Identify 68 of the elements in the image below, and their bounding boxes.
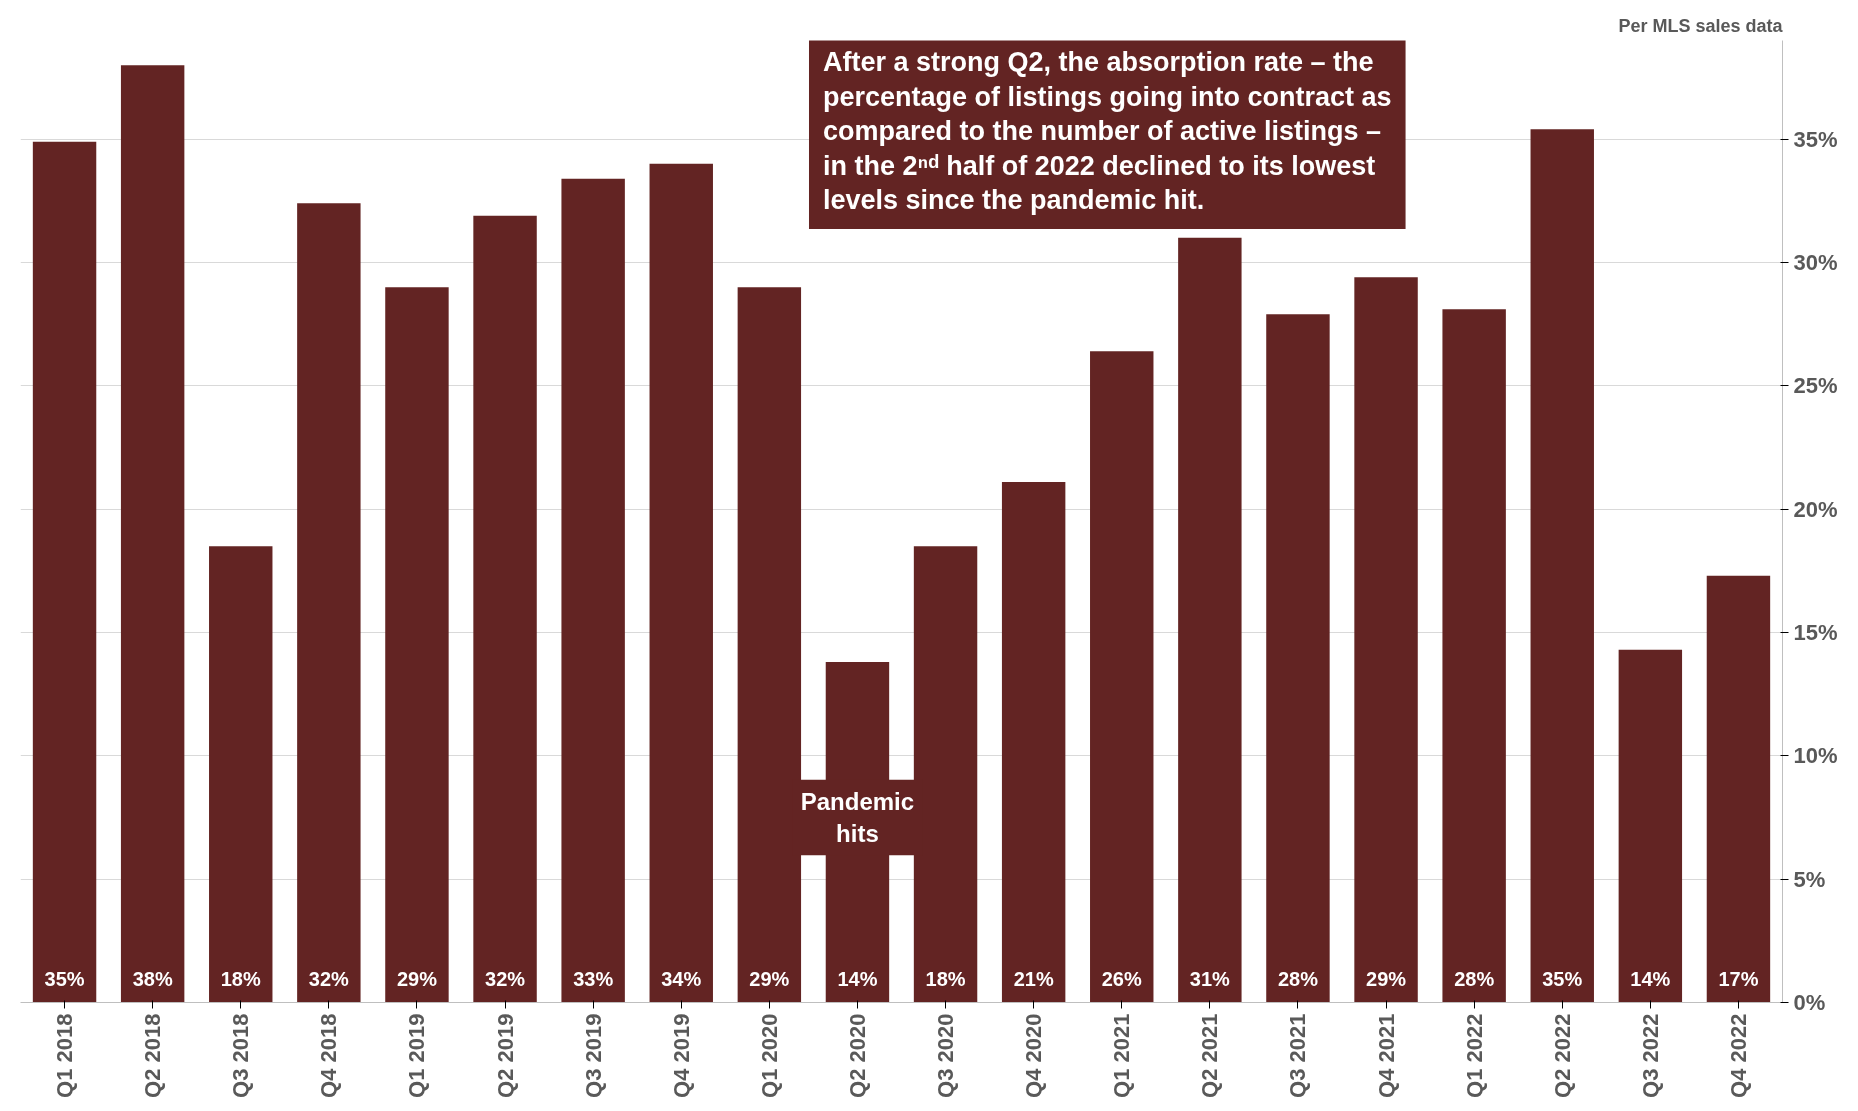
bar bbox=[1530, 129, 1594, 1003]
data-label: 21% bbox=[1013, 968, 1054, 991]
bar bbox=[120, 65, 185, 1003]
data-label: 34% bbox=[661, 968, 702, 991]
bar bbox=[1178, 237, 1242, 1003]
x-tick-label: Q4 2020 bbox=[1021, 1013, 1047, 1098]
y-tick-label: 10% bbox=[1793, 743, 1838, 769]
x-tick-label: Q4 2021 bbox=[1373, 1013, 1399, 1098]
bar bbox=[209, 546, 273, 1003]
x-tick-label: Q4 2018 bbox=[316, 1013, 342, 1098]
data-label: 38% bbox=[132, 968, 173, 991]
x-tick-label: Q2 2021 bbox=[1197, 1013, 1223, 1098]
x-tick-label: Q2 2018 bbox=[140, 1013, 166, 1098]
annotation: After a strong Q2, the absorption rate – the percentage of listings going into contract as compared to the number of active listings – in the 2ⁿᵈ half of 2022 declined to its lowest levels since the pandemic hit. bbox=[822, 47, 1392, 216]
x-tick-label: Q4 2019 bbox=[668, 1013, 694, 1098]
x-tick-label: Q3 2021 bbox=[1285, 1013, 1311, 1098]
bar bbox=[473, 215, 537, 1003]
x-tick-label: Q2 2020 bbox=[844, 1013, 870, 1098]
y-tick-label: 35% bbox=[1793, 126, 1838, 152]
x-tick-label: Q3 2019 bbox=[580, 1013, 606, 1098]
data-label: 28% bbox=[1454, 968, 1495, 991]
y-tick-label: 0% bbox=[1793, 990, 1826, 1015]
x-tick-label: Q4 2022 bbox=[1725, 1013, 1751, 1098]
x-tick-label: Q1 2018 bbox=[52, 1013, 78, 1098]
data-label: 31% bbox=[1189, 968, 1231, 991]
x-tick-label: Q3 2020 bbox=[933, 1013, 959, 1098]
bar bbox=[1090, 351, 1154, 1003]
text: Per MLS sales data bbox=[1618, 15, 1784, 36]
bar bbox=[561, 178, 625, 1003]
data-label: 14% bbox=[1630, 968, 1671, 991]
data-label: 35% bbox=[44, 968, 85, 991]
bar bbox=[297, 203, 361, 1003]
data-label: 29% bbox=[396, 968, 438, 991]
bar bbox=[1001, 482, 1066, 1003]
x-tick-label: Q1 2020 bbox=[756, 1013, 782, 1098]
bar bbox=[1354, 277, 1418, 1003]
annotation: Pandemic hits bbox=[800, 787, 915, 848]
data-label: 18% bbox=[925, 968, 966, 991]
data-label: 32% bbox=[308, 968, 350, 991]
data-label: 18% bbox=[220, 968, 261, 991]
data-label: 29% bbox=[749, 968, 790, 991]
bar bbox=[1618, 649, 1683, 1003]
x-tick-label: Q2 2022 bbox=[1549, 1013, 1575, 1098]
y-tick-label: 25% bbox=[1793, 373, 1838, 399]
bar bbox=[649, 163, 713, 1003]
data-label: 26% bbox=[1101, 968, 1142, 991]
bar bbox=[385, 287, 449, 1003]
data-label: 17% bbox=[1718, 968, 1759, 991]
data-label: 14% bbox=[837, 968, 878, 991]
x-tick-label: Q1 2022 bbox=[1461, 1013, 1487, 1098]
y-tick-label: 30% bbox=[1793, 250, 1838, 275]
y-tick-label: 5% bbox=[1793, 866, 1826, 892]
data-label: 28% bbox=[1277, 968, 1319, 991]
x-tick-label: Q3 2018 bbox=[228, 1013, 254, 1098]
data-label: 33% bbox=[573, 968, 614, 991]
x-tick-label: Q1 2019 bbox=[404, 1013, 430, 1098]
bar bbox=[1442, 309, 1506, 1003]
bar bbox=[1266, 314, 1330, 1003]
data-label: 32% bbox=[485, 968, 526, 991]
bar bbox=[1706, 575, 1771, 1003]
data-label: 35% bbox=[1542, 968, 1583, 991]
y-tick-label: 15% bbox=[1793, 620, 1838, 645]
x-tick-label: Q1 2021 bbox=[1109, 1013, 1135, 1098]
y-tick-label: 20% bbox=[1793, 496, 1838, 522]
bar bbox=[32, 141, 97, 1003]
x-tick-label: Q2 2019 bbox=[492, 1013, 518, 1098]
x-tick-label: Q3 2022 bbox=[1637, 1013, 1663, 1098]
data-label: 29% bbox=[1366, 968, 1407, 991]
